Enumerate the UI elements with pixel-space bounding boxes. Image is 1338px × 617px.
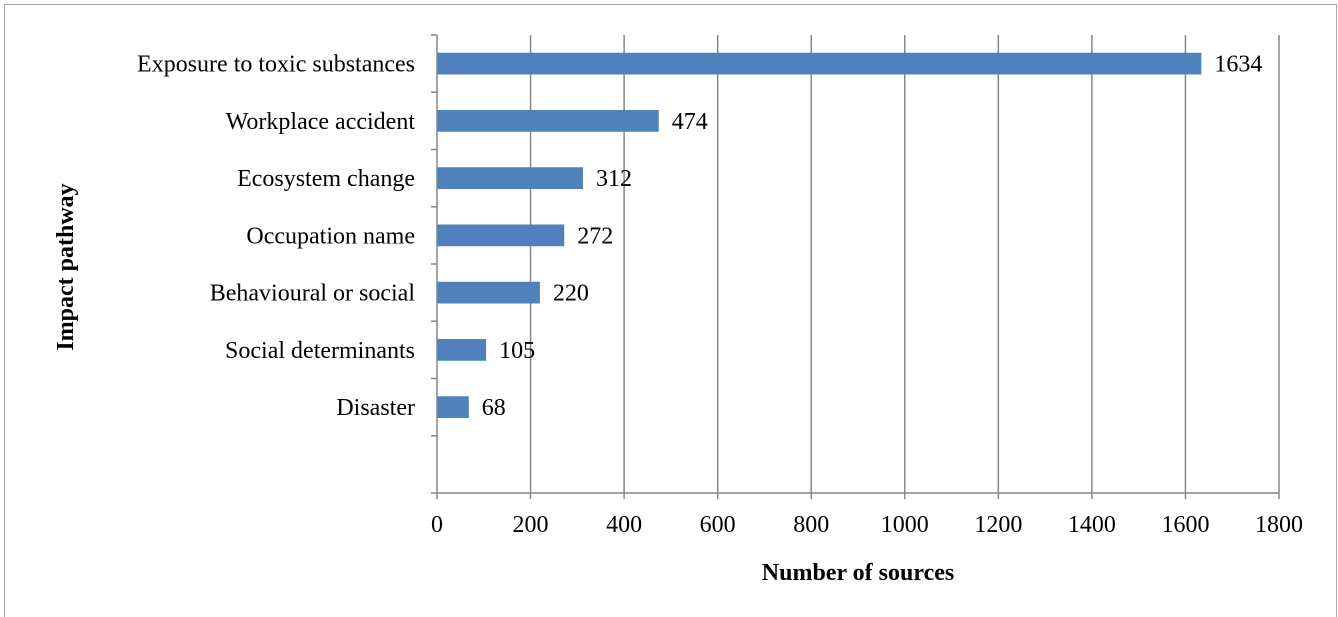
category-label: Exposure to toxic substances — [137, 52, 415, 78]
x-tick-labels: 0 200 400 600 800 1000 1200 1400 1600 1800 — [431, 512, 1303, 538]
category-label: Social determinants — [225, 338, 415, 364]
x-tick-label: 1200 — [974, 512, 1022, 538]
bar — [437, 167, 583, 190]
bar — [437, 281, 540, 304]
value-label: 474 — [672, 109, 708, 135]
value-label: 272 — [577, 223, 613, 249]
category-label: Disaster — [336, 395, 415, 421]
value-label: 105 — [499, 338, 535, 364]
bar — [437, 224, 565, 247]
chart-frame — [4, 4, 1337, 617]
x-tick-label: 1000 — [881, 512, 929, 538]
value-label: 68 — [482, 395, 506, 421]
value-labels: 1634 474 312 272 220 105 68 — [482, 52, 1263, 422]
bar — [437, 338, 487, 361]
value-label: 312 — [596, 166, 632, 192]
x-tick-label: 1800 — [1255, 512, 1303, 538]
gridlines — [529, 35, 1280, 493]
x-axis-title: Number of sources — [762, 560, 954, 586]
category-label: Occupation name — [246, 223, 415, 249]
bar — [437, 109, 659, 132]
category-labels: Exposure to toxic substances Workplace ac… — [137, 52, 415, 422]
x-tick-label: 400 — [606, 512, 642, 538]
category-label: Workplace accident — [226, 109, 416, 135]
bar — [437, 396, 469, 419]
bar — [437, 52, 1202, 75]
axes — [431, 34, 1280, 499]
x-tick-label: 1600 — [1161, 512, 1209, 538]
x-tick-label: 600 — [700, 512, 736, 538]
x-tick-label: 200 — [513, 512, 549, 538]
x-tick-label: 1400 — [1068, 512, 1116, 538]
x-tick-label: 800 — [793, 512, 829, 538]
category-label: Behavioural or social — [210, 281, 416, 307]
y-axis-title: Impact pathway — [53, 183, 79, 350]
value-label: 1634 — [1214, 52, 1262, 78]
category-label: Ecosystem change — [237, 166, 415, 192]
x-tick-label: 0 — [431, 512, 443, 538]
bars — [437, 52, 1202, 419]
value-label: 220 — [553, 281, 589, 307]
